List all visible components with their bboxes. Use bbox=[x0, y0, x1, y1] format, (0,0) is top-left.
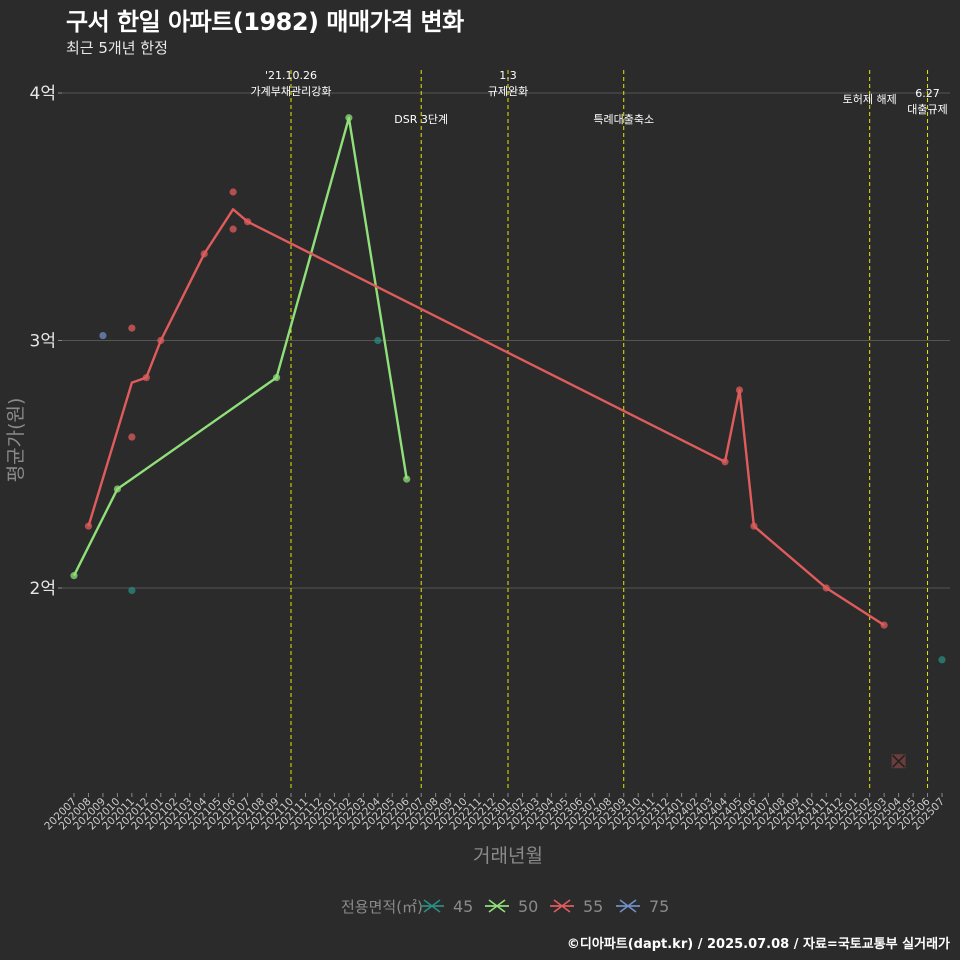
y-axis-ticks: 2억 3억 4억 bbox=[30, 84, 62, 599]
data-point bbox=[128, 586, 136, 595]
data-point bbox=[345, 114, 353, 122]
data-point bbox=[735, 386, 744, 394]
series-75 bbox=[99, 331, 107, 340]
legend-label-75: 75 bbox=[649, 897, 669, 916]
cross-mark bbox=[892, 754, 906, 768]
y-tick-label: 3억 bbox=[30, 332, 56, 352]
data-point bbox=[229, 225, 237, 233]
data-point bbox=[99, 331, 107, 340]
data-point bbox=[880, 621, 888, 629]
data-point bbox=[157, 336, 165, 345]
legend-title: 전용면적(㎡) bbox=[341, 898, 423, 916]
legend-label-55: 55 bbox=[583, 897, 603, 916]
event-label: '21.10.26 가계부채관리강화 bbox=[251, 69, 332, 98]
series-line-55 bbox=[87, 208, 885, 627]
chart-title: 구서 한일 아파트(1982) 매매가격 변화 bbox=[66, 8, 464, 36]
data-point bbox=[822, 584, 830, 592]
data-point bbox=[128, 324, 136, 332]
legend: 전용면적(㎡) 45 50 55 75 bbox=[341, 897, 669, 916]
event-label: 1.3 규제완화 bbox=[488, 69, 528, 98]
data-point bbox=[721, 458, 729, 466]
y-tick-label: 2억 bbox=[30, 579, 56, 599]
series-50 bbox=[70, 114, 411, 580]
data-point bbox=[938, 656, 946, 664]
event-label: 6.27 대출규제 bbox=[907, 87, 947, 116]
source-caption: ©디아파트(dapt.kr) / 2025.07.08 / 자료=국토교통부 실… bbox=[566, 937, 950, 952]
y-axis-title: 평균가(원) bbox=[5, 398, 27, 483]
data-point bbox=[229, 188, 237, 196]
event-label: 토허제 해제 bbox=[843, 92, 897, 106]
chart-subtitle: 최근 5개년 한정 bbox=[66, 39, 168, 57]
data-point bbox=[244, 218, 252, 226]
legend-label-50: 50 bbox=[518, 897, 538, 916]
event-label: DSR 3단계 bbox=[394, 113, 448, 126]
data-point bbox=[142, 374, 150, 382]
x-axis-ticks: 2020072020082020092020102020112020122021… bbox=[42, 793, 947, 832]
data-point bbox=[84, 522, 93, 530]
data-point bbox=[70, 572, 78, 580]
data-point bbox=[403, 475, 411, 483]
event-label: 특례대출축소 bbox=[593, 113, 654, 126]
data-point bbox=[374, 336, 382, 345]
data-point bbox=[200, 250, 208, 258]
series-55 bbox=[84, 188, 906, 769]
data-point bbox=[272, 374, 281, 382]
grid-lines bbox=[62, 92, 950, 589]
series-45 bbox=[128, 336, 946, 664]
x-axis-title: 거래년월 bbox=[473, 845, 543, 867]
y-tick-label: 4억 bbox=[30, 84, 56, 104]
data-point bbox=[128, 433, 136, 441]
series-layer bbox=[70, 114, 946, 769]
series-line-50 bbox=[72, 116, 408, 577]
data-point bbox=[750, 522, 758, 530]
data-point bbox=[113, 485, 121, 493]
legend-label-45: 45 bbox=[453, 897, 473, 916]
